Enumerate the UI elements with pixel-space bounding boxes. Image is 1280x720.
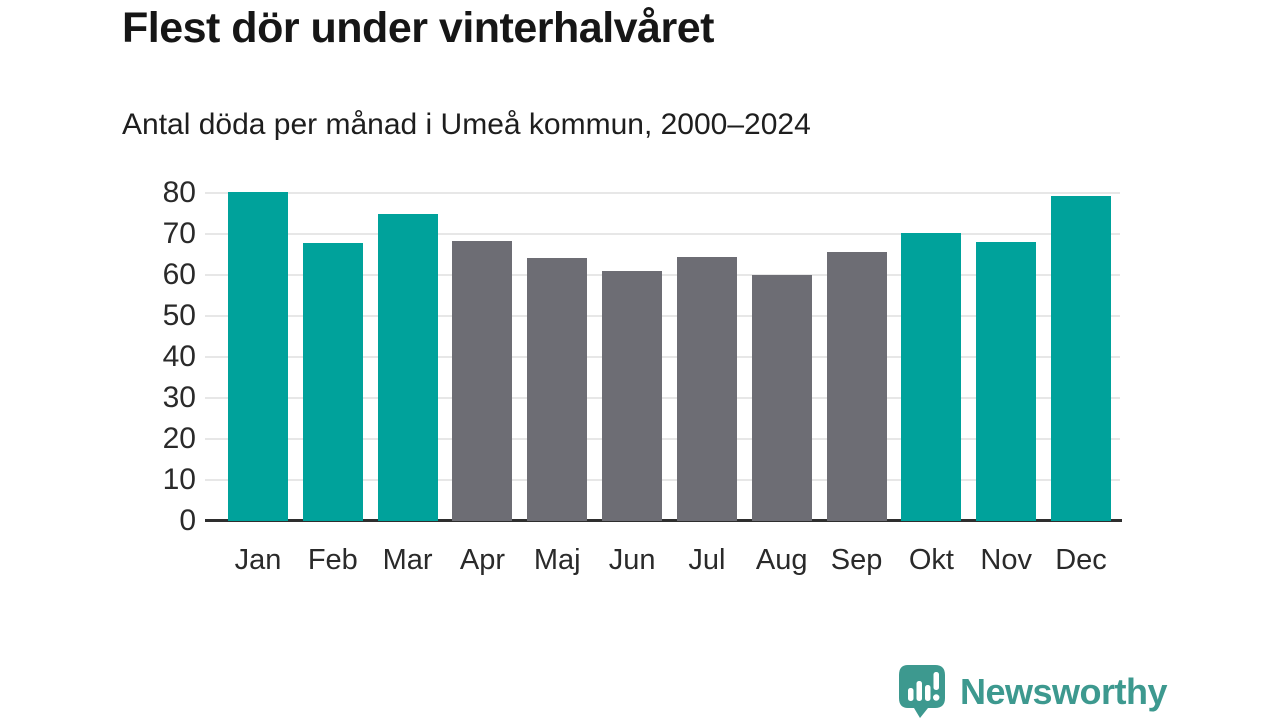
bar-dec	[1051, 196, 1112, 521]
y-axis-tick-label-40: 40	[162, 340, 196, 373]
gridline-y-10	[205, 479, 1120, 481]
x-axis-tick-label-apr: Apr	[459, 544, 506, 576]
gridline-y-70	[205, 233, 1120, 235]
y-axis-tick-label-30: 30	[162, 381, 196, 414]
gridline-y-80	[205, 192, 1120, 194]
x-axis-line	[205, 519, 1122, 522]
chart-subtitle: Antal döda per månad i Umeå kommun, 2000…	[122, 108, 811, 141]
x-axis-tick-label-mar: Mar	[382, 544, 433, 576]
newsworthy-logo: Newsworthy	[898, 664, 1168, 720]
gridline-y-50	[205, 315, 1120, 317]
bar-apr	[452, 240, 513, 521]
x-axis-tick-label-jun: Jun	[608, 544, 656, 576]
x-axis-tick-label-feb: Feb	[307, 544, 358, 576]
bar-chart-plot-area	[205, 192, 1122, 522]
y-axis-tick-label-60: 60	[162, 258, 196, 291]
x-axis-tick-label-jul: Jul	[688, 544, 726, 576]
y-axis-tick-label-50: 50	[162, 299, 196, 332]
gridline-y-60	[205, 274, 1120, 276]
y-axis-tick-label-70: 70	[162, 217, 196, 250]
y-axis-tick-label-10: 10	[162, 463, 196, 496]
y-axis-tick-label-20: 20	[162, 422, 196, 455]
x-axis-tick-label-jan: Jan	[234, 544, 282, 576]
x-axis-tick-label-aug: Aug	[755, 544, 808, 576]
bar-maj	[527, 258, 588, 521]
newsworthy-logo-icon	[899, 665, 945, 718]
bar-jun	[602, 270, 663, 521]
x-axis-tick-label-sep: Sep	[830, 544, 883, 576]
chart-title: Flest dör under vinterhalvåret	[122, 4, 714, 52]
bar-nov	[976, 242, 1037, 521]
y-axis-tick-label-80: 80	[162, 176, 196, 209]
x-axis-tick-label-maj: Maj	[533, 544, 581, 576]
newsworthy-logo-text: Newsworthy	[960, 671, 1168, 712]
bar-aug	[751, 275, 812, 521]
x-axis-tick-label-okt: Okt	[908, 544, 954, 576]
bar-okt	[901, 232, 962, 521]
bar-jul	[676, 256, 737, 521]
bar-sep	[826, 251, 887, 521]
gridline-y-40	[205, 356, 1120, 358]
bar-mar	[377, 214, 438, 521]
x-axis-tick-label-dec: Dec	[1055, 544, 1107, 576]
x-axis-tick-label-nov: Nov	[980, 544, 1032, 576]
gridline-y-30	[205, 397, 1120, 399]
y-axis-tick-label-0: 0	[179, 504, 196, 537]
bar-jan	[228, 192, 288, 521]
bar-feb	[302, 243, 363, 521]
gridline-y-20	[205, 438, 1120, 440]
